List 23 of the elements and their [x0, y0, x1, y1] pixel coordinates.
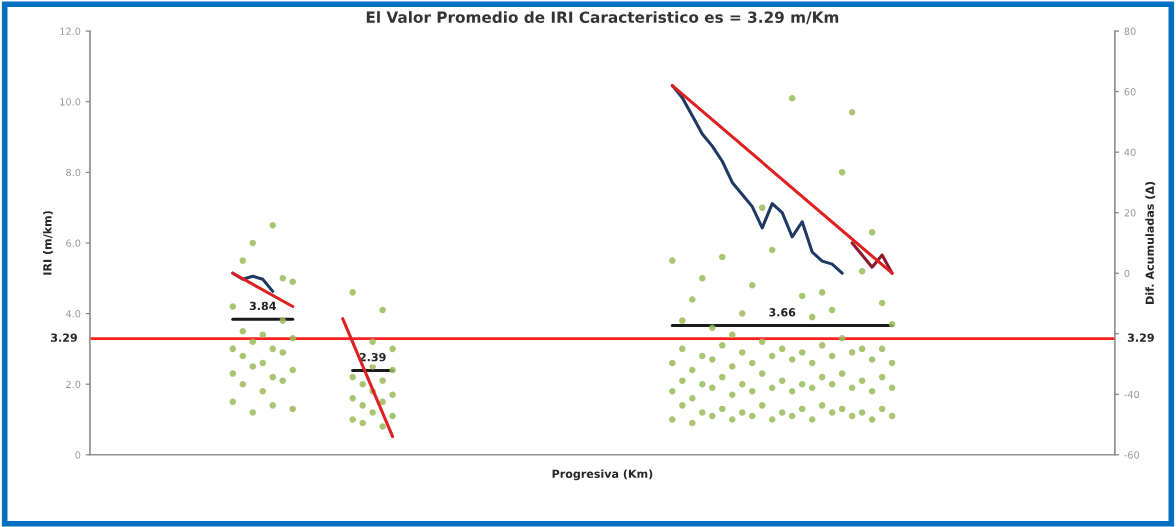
y-tick-label: 10.0: [60, 98, 81, 106]
y2-tick-label: 20: [1124, 209, 1136, 217]
y-tick-label: 4.0: [65, 310, 81, 318]
y-tick-label: 6.0: [66, 239, 81, 247]
y-tick-label: 12.0: [60, 27, 81, 35]
data-label: 3.66: [769, 308, 796, 317]
y-tick-label: 2.0: [66, 380, 81, 389]
y2-tick-label: 80: [1124, 27, 1136, 35]
data-label: 3.84: [249, 301, 276, 311]
y-tick-label: 8.0: [66, 168, 81, 177]
y-tick-label: 0: [75, 451, 81, 459]
ref-line-label: 3.29: [51, 333, 77, 342]
x-axis-title: Progresiva (Km): [552, 469, 653, 481]
text: 3.29: [1127, 333, 1154, 342]
y2-tick-label: 60: [1124, 88, 1136, 96]
y2-tick-label: 0: [1124, 269, 1130, 278]
y2-axis-title: Dif. Acumuladas (Δ): [1145, 181, 1156, 304]
y2-tick-label: -60: [1124, 451, 1140, 459]
y2-tick-label: -40: [1124, 390, 1140, 399]
data-label: 2.39: [359, 352, 386, 362]
y-axis-title: IRI (m/km): [42, 211, 53, 275]
y2-tick-label: 40: [1124, 148, 1136, 156]
chart-title: El Valor Promedio de IRI Caracteristico es = 3.29 m/Km: [366, 11, 839, 25]
